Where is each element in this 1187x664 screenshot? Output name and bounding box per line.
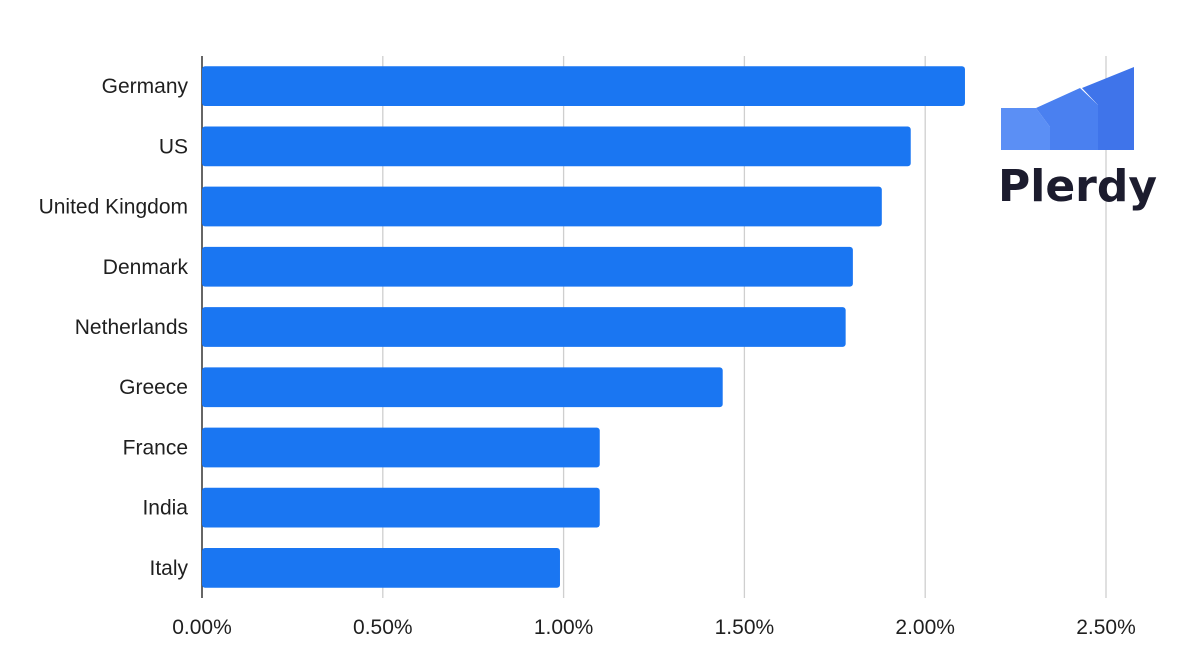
bar xyxy=(202,246,853,287)
plerdy-logo-mark-middle xyxy=(1036,88,1098,150)
bar xyxy=(202,307,846,347)
x-tick-label: 0.00% xyxy=(172,616,232,639)
category-label: France xyxy=(123,436,188,459)
x-tick-label: 1.00% xyxy=(534,616,594,639)
category-labels: Germany US United Kingdom Denmark Netherland… xyxy=(39,75,189,580)
category-label: United Kingdom xyxy=(39,196,188,219)
category-label: Greece xyxy=(119,376,188,399)
bar xyxy=(202,487,600,528)
category-label: US xyxy=(159,135,188,158)
x-tick-labels: 0.00% 0.50% 1.00% 1.50% 2.00% 2.50% xyxy=(172,616,1136,639)
bars xyxy=(202,66,965,588)
bar xyxy=(202,66,965,106)
category-label: India xyxy=(142,497,188,520)
bar xyxy=(202,186,882,227)
plerdy-logo-mark-right xyxy=(1082,67,1134,150)
x-tick-label: 2.00% xyxy=(895,616,955,639)
x-tick-label: 0.50% xyxy=(353,616,413,639)
plerdy-logo-mark-left xyxy=(1001,108,1050,150)
bar xyxy=(202,427,600,468)
x-tick-label: 1.50% xyxy=(715,616,775,639)
plerdy-logo: Plerdy xyxy=(998,67,1157,212)
category-label: Germany xyxy=(102,75,189,98)
bar xyxy=(202,126,911,167)
category-label: Italy xyxy=(149,557,188,580)
x-tick-label: 2.50% xyxy=(1076,616,1136,639)
bar xyxy=(202,367,723,408)
category-label: Netherlands xyxy=(75,316,188,339)
plerdy-logo-text: Plerdy xyxy=(998,161,1157,212)
bar xyxy=(202,548,560,588)
category-label: Denmark xyxy=(103,256,189,279)
